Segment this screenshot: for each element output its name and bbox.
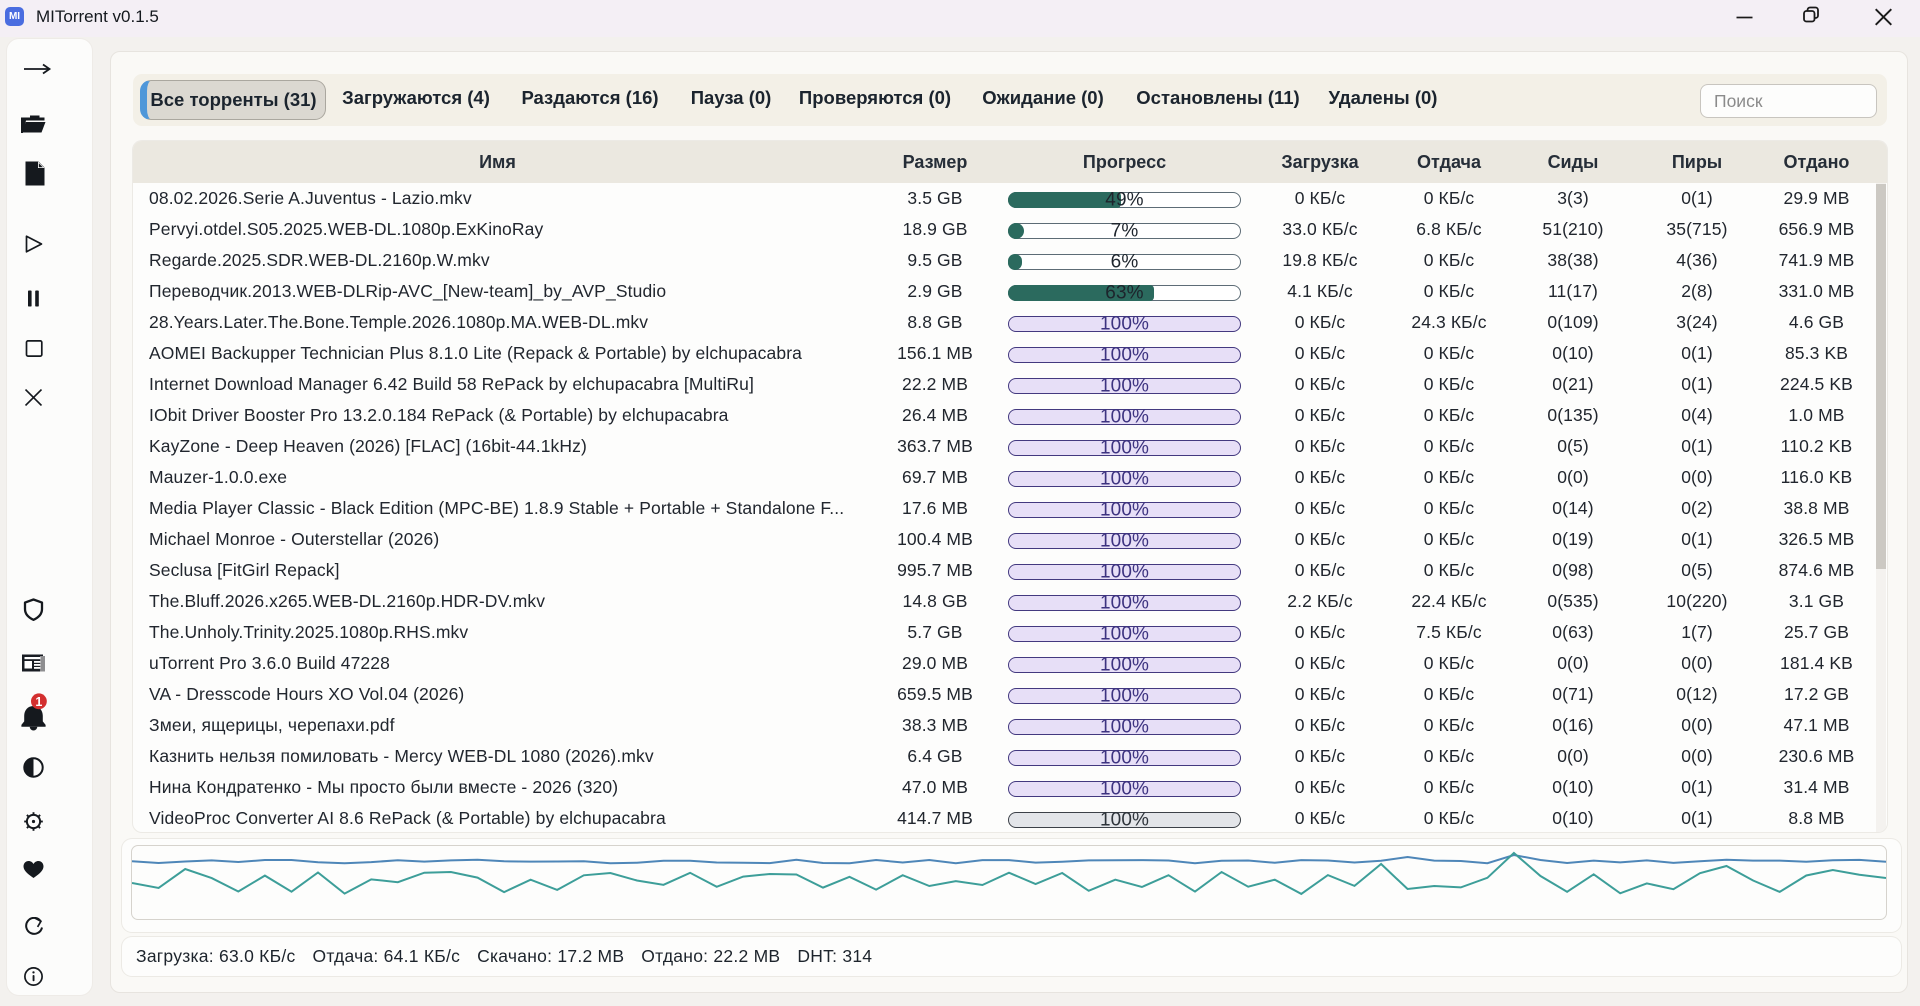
svg-text:1: 1 <box>35 695 42 709</box>
